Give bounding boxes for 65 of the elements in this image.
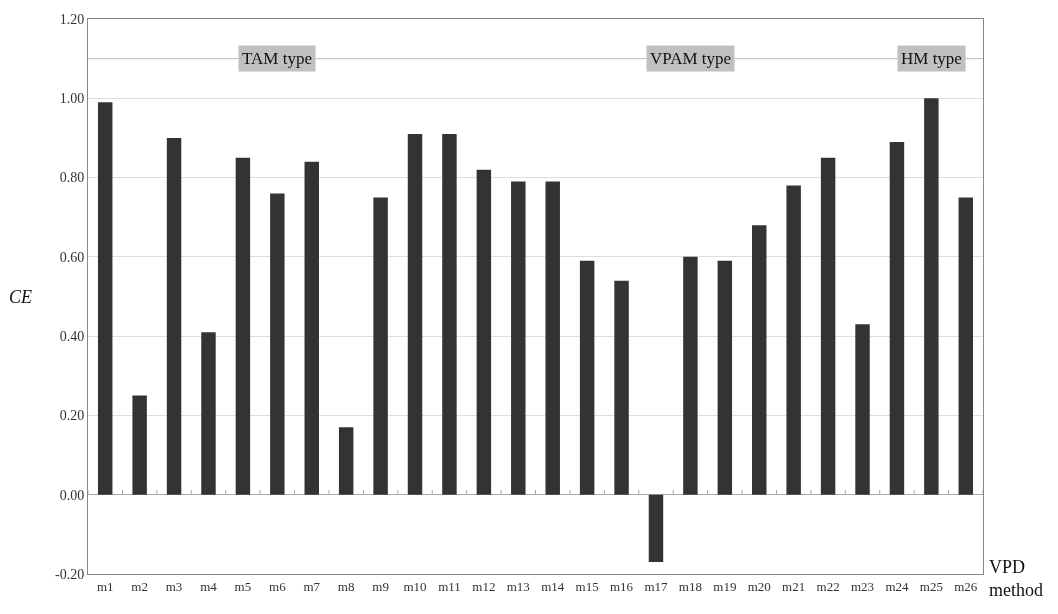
y-tick-label: -0.20 [55, 566, 85, 582]
bar [958, 197, 974, 495]
x-tick-label: m8 [337, 578, 355, 594]
y-tick-label: 0.20 [59, 408, 85, 424]
bar [476, 169, 492, 495]
bar [924, 98, 939, 495]
bar [545, 181, 560, 495]
y-tick-label: 0.80 [59, 170, 85, 186]
x-tick-label: m24 [885, 578, 909, 594]
y-tick-label: 0.40 [59, 329, 85, 345]
x-tick-label: m18 [678, 578, 702, 594]
x-tick-label: m4 [200, 578, 218, 594]
y-tick-label: 1.00 [59, 91, 85, 107]
bar [132, 395, 147, 495]
x-tick-label: m5 [234, 578, 252, 594]
bar [648, 494, 664, 563]
y-axis-title: CE [9, 287, 33, 307]
y-tick-label: 0.60 [59, 249, 85, 265]
x-tick-label: m20 [747, 578, 771, 594]
bar [752, 225, 767, 495]
x-tick-label: m13 [506, 578, 530, 594]
bar [855, 324, 870, 495]
bar [614, 280, 629, 495]
annotation: TAM type [242, 49, 312, 68]
x-tick-label: m1 [96, 578, 114, 594]
x-tick-label: m7 [303, 578, 321, 594]
bar [407, 133, 423, 495]
bar [717, 260, 733, 495]
bar [579, 260, 595, 495]
x-tick-label: m11 [438, 578, 461, 594]
annotation: VPAM type [650, 49, 732, 68]
bar [270, 193, 285, 495]
y-tick-label: 0.00 [59, 487, 85, 503]
x-tick-label: m16 [610, 578, 634, 594]
bar [97, 102, 113, 495]
x-tick-label: m2 [131, 578, 148, 594]
bar [683, 256, 698, 495]
x-tick-label: m14 [541, 578, 565, 594]
x-tick-label: m21 [782, 578, 806, 594]
y-tick-label: 1.20 [59, 11, 85, 27]
bar [442, 133, 457, 495]
annotation: HM type [901, 49, 962, 68]
bar [235, 157, 251, 495]
bar [166, 137, 182, 495]
x-tick-label: m12 [472, 578, 496, 594]
x-tick-label: m10 [403, 578, 427, 594]
x-tick-label: m3 [165, 578, 183, 594]
x-tick-label: m15 [575, 578, 599, 594]
bar [786, 185, 801, 495]
bar [373, 197, 388, 495]
x-tick-label: m22 [816, 578, 840, 594]
x-axis-title: VPD method [989, 557, 1043, 601]
x-tick-label: m19 [713, 578, 737, 594]
bar [820, 157, 836, 495]
x-tick-label: m26 [954, 578, 978, 594]
x-tick-label: m6 [269, 578, 287, 594]
x-tick-label: m25 [919, 578, 943, 594]
bar [889, 141, 905, 495]
bar [304, 161, 319, 495]
x-tick-label: m9 [372, 578, 389, 594]
bar [338, 427, 354, 495]
bar [511, 181, 526, 495]
x-tick-label: m17 [644, 578, 669, 594]
x-tick-label: m23 [850, 578, 875, 594]
bar [201, 332, 216, 495]
